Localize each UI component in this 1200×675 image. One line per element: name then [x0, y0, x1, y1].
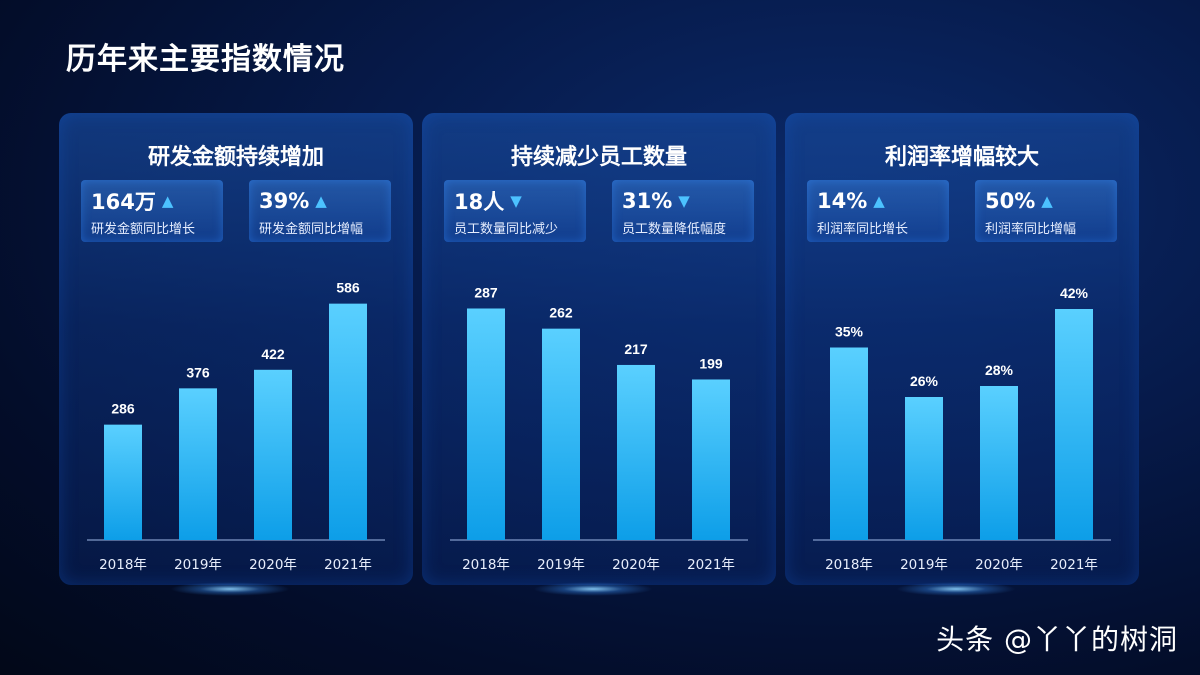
bar	[467, 308, 505, 540]
x-tick-label: 2018年	[825, 557, 873, 573]
x-tick-label: 2020年	[249, 557, 297, 573]
x-tick-label: 2021年	[324, 557, 372, 573]
x-tick-label: 2021年	[687, 557, 735, 573]
bar	[905, 397, 943, 540]
bar-value-label: 376	[186, 364, 210, 380]
bar-value-label: 422	[261, 346, 285, 362]
bar	[329, 303, 367, 540]
x-tick-label: 2021年	[1050, 557, 1098, 573]
bar	[179, 388, 217, 540]
stat-card: 31% ▼ 员工数量降低幅度	[612, 180, 754, 242]
x-tick-label: 2020年	[975, 557, 1023, 573]
up-arrow-icon: ▲	[315, 192, 327, 210]
stat-card: 164万 ▲ 研发金额同比增长	[81, 180, 223, 242]
panel-staff: 持续减少员工数量 18人 ▼ 员工数量同比减少 31% ▼ 员工数量降低幅度 2…	[422, 113, 776, 585]
bar-value-label: 287	[474, 284, 498, 300]
bar-chart: 35% 2018年 26% 2019年 28% 2020年 42% 2021年	[813, 285, 1111, 573]
bar-value-label: 286	[111, 401, 135, 417]
stat-card: 50% ▲ 利润率同比增幅	[975, 180, 1117, 242]
bar-value-label: 586	[336, 280, 360, 296]
stat-label: 利润率同比增幅	[985, 222, 1077, 237]
bar-value-label: 42%	[1060, 285, 1089, 301]
stat-value: 164万	[91, 190, 156, 214]
stat-value: 39%	[259, 189, 310, 213]
light-glow	[896, 582, 1016, 596]
stat-card: 39% ▲ 研发金额同比增幅	[249, 180, 391, 242]
x-tick-label: 2019年	[900, 557, 948, 573]
page-title: 历年来主要指数情况	[66, 42, 345, 77]
bar-chart: 287 2018年 262 2019年 217 2020年 199 2021年	[450, 284, 748, 573]
bar-value-label: 262	[549, 305, 573, 321]
down-arrow-icon: ▼	[678, 192, 690, 210]
x-tick-label: 2018年	[99, 557, 147, 573]
stat-value: 31%	[622, 189, 673, 213]
panel-title: 持续减少员工数量	[510, 145, 687, 170]
bar	[254, 369, 292, 540]
down-arrow-icon: ▼	[510, 192, 522, 210]
bar	[692, 379, 730, 540]
x-tick-label: 2019年	[174, 557, 222, 573]
panel-title: 研发金额持续增加	[147, 145, 324, 170]
bar-chart: 286 2018年 376 2019年 422 2020年 586 2021年	[87, 280, 385, 573]
light-glow	[533, 582, 653, 596]
up-arrow-icon: ▲	[873, 192, 885, 210]
stat-card: 18人 ▼ 员工数量同比减少	[444, 180, 586, 242]
stat-value: 50%	[985, 189, 1036, 213]
bar	[980, 386, 1018, 540]
up-arrow-icon: ▲	[1041, 192, 1053, 210]
bar-value-label: 28%	[985, 362, 1014, 378]
stat-value: 14%	[817, 189, 868, 213]
bar	[104, 424, 142, 540]
stat-card: 14% ▲ 利润率同比增长	[807, 180, 949, 242]
stat-label: 利润率同比增长	[817, 222, 909, 237]
panel-rd: 研发金额持续增加 164万 ▲ 研发金额同比增长 39% ▲ 研发金额同比增幅 …	[59, 113, 413, 585]
bar	[542, 328, 580, 540]
bar-value-label: 26%	[910, 373, 939, 389]
bar	[830, 347, 868, 540]
bar-value-label: 35%	[835, 324, 864, 340]
stat-label: 研发金额同比增幅	[259, 222, 364, 237]
stat-value: 18人	[454, 190, 505, 214]
bar	[1055, 309, 1093, 540]
bar	[617, 364, 655, 540]
light-glow	[170, 582, 290, 596]
up-arrow-icon: ▲	[161, 192, 174, 210]
stat-label: 员工数量降低幅度	[622, 222, 727, 237]
x-tick-label: 2018年	[462, 557, 510, 573]
bar-value-label: 217	[624, 341, 648, 357]
panel-title: 利润率增幅较大	[884, 145, 1039, 170]
x-tick-label: 2020年	[612, 557, 660, 573]
watermark: 头条 @丫丫的树洞	[936, 623, 1178, 656]
stat-label: 员工数量同比减少	[454, 222, 559, 237]
bar-value-label: 199	[699, 355, 723, 371]
panel-profit: 利润率增幅较大 14% ▲ 利润率同比增长 50% ▲ 利润率同比增幅 35% 2…	[785, 113, 1139, 585]
x-tick-label: 2019年	[537, 557, 585, 573]
stat-label: 研发金额同比增长	[91, 222, 196, 237]
